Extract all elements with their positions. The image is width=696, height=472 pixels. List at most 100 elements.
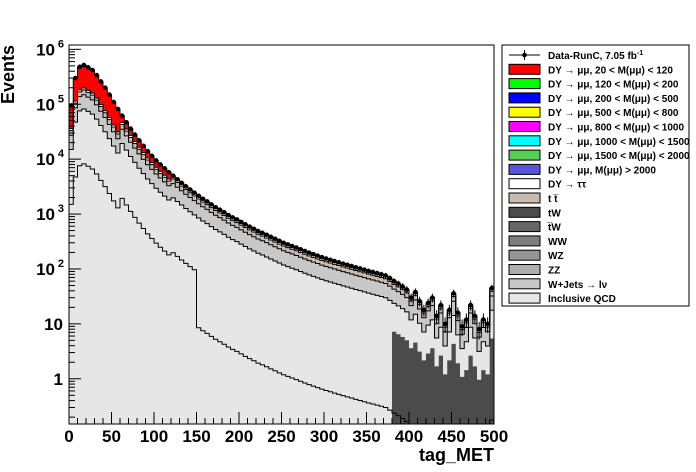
data-point <box>349 263 354 269</box>
stack-diboson-tw <box>392 331 494 424</box>
legend-swatch <box>508 192 541 204</box>
data-point <box>128 126 133 131</box>
data-point <box>468 302 473 308</box>
data-point <box>455 310 461 315</box>
y-tick-exponent: 2 <box>58 258 64 270</box>
legend-label: DY → μμ, M(μμ) > 2000 <box>548 165 656 176</box>
data-point <box>481 317 486 322</box>
legend-label: DY → ττ <box>548 180 587 191</box>
data-point <box>90 67 95 73</box>
x-tick-label: 200 <box>225 427 253 446</box>
legend-label: DY → μμ, 20 < M(μμ) < 120 <box>548 65 673 76</box>
y-tick-label: 10 <box>36 205 55 224</box>
data-point <box>124 119 129 125</box>
legend-swatch <box>508 121 541 132</box>
legend-label: DY → μμ, 1000 < M(μμ) < 1500 <box>548 137 690 148</box>
x-tick-label: 150 <box>182 427 210 446</box>
data-point <box>243 222 248 227</box>
data-point <box>264 232 269 238</box>
data-point <box>404 287 410 292</box>
data-point <box>476 326 482 332</box>
data-point <box>357 266 363 271</box>
data-point <box>472 313 478 319</box>
data-point <box>119 113 125 118</box>
data-point <box>289 243 295 249</box>
y-tick-label: 1 <box>54 370 63 389</box>
data-point <box>315 253 320 258</box>
data-point <box>421 307 427 313</box>
data-point <box>464 317 469 322</box>
y-tick-exponent: 5 <box>58 93 64 105</box>
y-tick-exponent: 3 <box>58 203 64 215</box>
legend-label: DY → μμ, 120 < M(μμ) < 200 <box>548 80 679 91</box>
legend-swatch <box>508 235 541 247</box>
y-tick-label: 10 <box>44 315 63 334</box>
data-point <box>183 184 189 189</box>
x-tick-label: 0 <box>64 427 73 446</box>
data-point <box>260 230 265 236</box>
data-point <box>311 251 316 257</box>
data-point <box>81 62 87 68</box>
data-point <box>417 298 422 304</box>
stack-wjets <box>69 94 494 352</box>
data-point <box>302 248 308 254</box>
data-point <box>268 234 274 240</box>
data-point <box>162 166 167 171</box>
data-point <box>179 180 184 186</box>
legend-label: t t̅ <box>548 193 559 205</box>
x-tick-label: 100 <box>140 427 168 446</box>
y-tick-exponent: 6 <box>58 38 64 50</box>
data-point <box>170 173 176 178</box>
legend-label: Inclusive QCD <box>548 294 616 305</box>
data-point <box>94 72 99 78</box>
x-axis-title: tag_MET <box>419 445 494 465</box>
legend-label: tW <box>548 208 561 219</box>
legend-label: WZ <box>548 251 564 262</box>
data-point <box>374 270 380 276</box>
data-point <box>77 64 82 70</box>
data-point <box>200 196 206 202</box>
legend-marker-point <box>522 52 527 58</box>
data-point <box>136 138 142 143</box>
data-point <box>362 267 367 272</box>
legend-swatch <box>508 149 541 161</box>
data-point <box>226 212 231 218</box>
data-point <box>442 321 448 327</box>
data-point <box>383 273 388 278</box>
data-point <box>391 278 397 284</box>
data-point <box>447 307 452 313</box>
y-tick-label: 10 <box>36 40 55 59</box>
legend-label: DY → μμ, 200 < M(μμ) < 500 <box>548 94 679 105</box>
data-point <box>434 313 439 319</box>
data-points <box>68 62 495 340</box>
data-point <box>281 240 286 246</box>
stack-qcd <box>69 108 494 425</box>
legend-swatch <box>508 63 541 75</box>
legend-label: DY → μμ, 500 < M(μμ) < 800 <box>548 108 679 119</box>
data-point <box>196 193 201 199</box>
data-point <box>204 199 210 204</box>
data-point <box>340 261 346 266</box>
data-point <box>132 132 138 137</box>
data-point <box>413 289 418 295</box>
data-point <box>221 209 227 215</box>
data-point <box>255 228 261 234</box>
x-axis: 0 50 100 150 200 250 300 350 400 450 500 <box>64 412 508 446</box>
x-tick-label: 450 <box>437 427 465 446</box>
data-point <box>247 224 252 229</box>
x-tick-label: 350 <box>352 427 380 446</box>
data-point <box>141 143 146 149</box>
legend-swatch <box>508 278 541 290</box>
data-point <box>187 187 193 192</box>
data-point <box>345 262 350 268</box>
data-point <box>285 242 291 247</box>
y-tick-label: 10 <box>36 150 55 169</box>
y-tick-exponent: 4 <box>58 148 65 160</box>
x-tick-label: 400 <box>395 427 423 446</box>
legend-label: W+Jets → lν <box>548 280 608 291</box>
data-point <box>489 285 495 291</box>
data-point <box>396 281 401 286</box>
data-point <box>425 300 431 306</box>
